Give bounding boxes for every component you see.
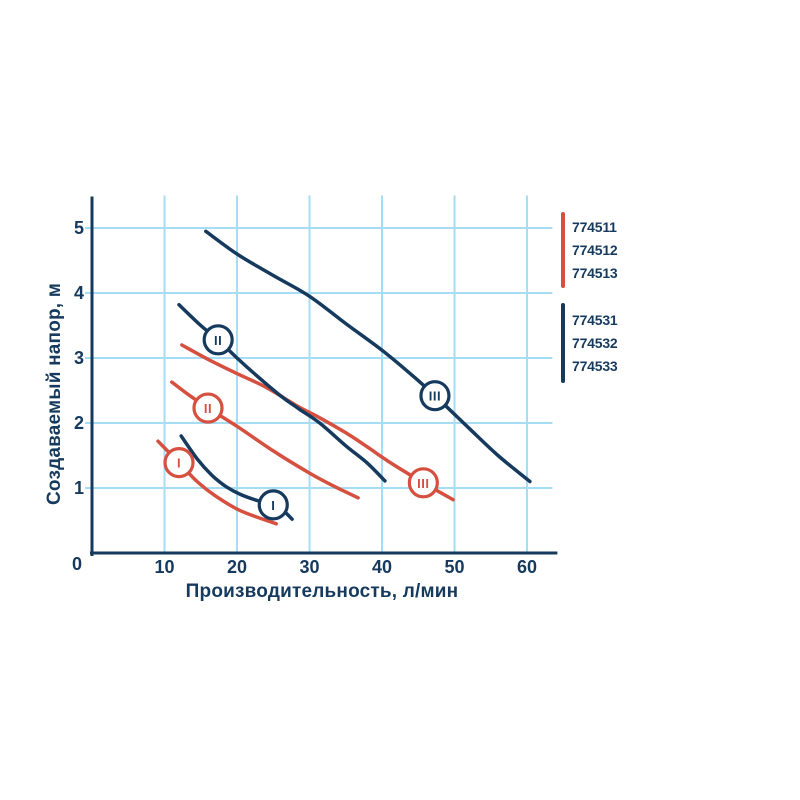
marker-circle-navy-I	[257, 489, 289, 521]
legend-color-bar-navy	[561, 303, 565, 383]
x-tick-label: 10	[154, 557, 174, 577]
curve-navy-III	[204, 229, 532, 484]
marker-label-red-I: I	[177, 456, 181, 471]
y-tick-label: 2	[74, 413, 84, 433]
marker-red-II: II	[192, 392, 224, 424]
y-tick-label: 1	[74, 478, 84, 498]
marker-circle-navy-II	[202, 324, 234, 356]
marker-navy-III: III	[419, 380, 451, 412]
marker-navy-II: II	[202, 324, 234, 356]
x-tick-label: 30	[299, 557, 319, 577]
x-tick-label: 50	[445, 557, 465, 577]
x-tick-label: 20	[227, 557, 247, 577]
marker-label-navy-I: I	[271, 498, 275, 513]
marker-circle-red-II	[192, 392, 224, 424]
origin-tick-label: 0	[72, 554, 82, 574]
marker-label-navy-II: II	[214, 333, 222, 348]
marker-red-I: I	[163, 447, 195, 479]
y-tick-label: 5	[74, 218, 84, 238]
legend-item: 774532	[572, 334, 618, 351]
marker-circle-red-I	[163, 447, 195, 479]
x-tick-label: 60	[517, 557, 537, 577]
marker-label-navy-III: III	[429, 389, 441, 404]
legend-color-bar-red	[561, 212, 565, 288]
marker-circle-red-III	[407, 467, 439, 499]
marker-navy-I: I	[257, 489, 289, 521]
legend-item: 774511	[572, 218, 617, 235]
marker-label-red-III: III	[417, 476, 429, 491]
legend: 774511 774512 774513 774531 774532 77453…	[561, 212, 618, 383]
x-tick-label: 40	[372, 557, 392, 577]
legend-item: 774512	[572, 241, 618, 258]
legend-item: 774531	[572, 311, 618, 328]
legend-group-red: 774511 774512 774513	[561, 212, 618, 288]
legend-item: 774533	[572, 357, 618, 374]
legend-item: 774513	[572, 264, 618, 281]
y-tick-label: 4	[74, 283, 84, 303]
marker-circle-navy-III	[419, 380, 451, 412]
grid	[85, 195, 553, 553]
marker-red-III: III	[407, 467, 439, 499]
y-tick-label: 3	[74, 348, 84, 368]
curve-red-II	[170, 380, 360, 500]
curve-red-III	[180, 343, 455, 502]
x-axis-title: Производительность, л/мин	[185, 581, 459, 602]
marker-label-red-II: II	[204, 401, 212, 416]
legend-group-navy: 774531 774532 774533	[561, 303, 618, 383]
y-axis-title: Создаваемый напор, м	[44, 282, 65, 506]
